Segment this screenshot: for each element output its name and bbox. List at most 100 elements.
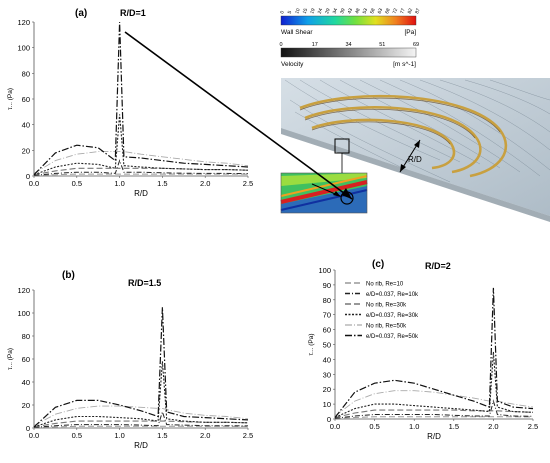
legend-label: No rib, Re=10	[366, 282, 404, 288]
x-tick-label: 2.0	[200, 431, 210, 440]
y-tick-label: 70	[323, 311, 331, 320]
wall-shear-unit: [Pa]	[404, 29, 416, 36]
velocity-colorbar: 0 17 34 51 69 Velocity [m s^-1]	[279, 42, 419, 68]
series-line-1	[33, 425, 249, 428]
y-tick-label: 60	[22, 355, 30, 364]
legend-label: e/D=0.037, Re=10k	[366, 292, 419, 298]
y-tick-label: 30	[323, 370, 331, 379]
panel-b-label: (b)	[62, 270, 75, 281]
colorbar-tick-label: 82	[407, 7, 415, 14]
wall-shear-label: Wall Shear	[281, 29, 313, 36]
x-tick-label: 2.0	[488, 422, 498, 431]
y-tick-label: 60	[22, 95, 30, 104]
x-tick-label: 0.5	[72, 179, 82, 188]
x-tick-label: 1.5	[157, 431, 167, 440]
colorbar-tick-label: 87	[414, 7, 422, 14]
wall-face	[281, 128, 550, 222]
y-tick-label: 10	[323, 400, 331, 409]
panel-a-title: R/D=1	[120, 8, 146, 18]
y-tick-label: 0	[327, 415, 331, 424]
y-tick-label: 0	[26, 172, 30, 181]
panel-a-label: (a)	[75, 8, 87, 19]
zoom-inset	[280, 153, 368, 214]
y-tick-label: 20	[22, 146, 30, 155]
rd-inset-label: R/D	[408, 155, 422, 164]
ribs	[299, 94, 508, 178]
y-tick-label: 120	[17, 18, 30, 27]
colorbar-tick-label: 68	[384, 7, 392, 14]
y-axis-label: τ... (Pa)	[7, 88, 14, 110]
x-tick-label: 1.0	[114, 431, 124, 440]
y-tick-label: 20	[22, 401, 30, 410]
y-tick-label: 60	[323, 326, 331, 335]
y-axis-label: τ... (Pa)	[308, 333, 315, 355]
legend-label: e/D=0.037, Re=50k	[366, 334, 419, 340]
x-tick-label: 2.5	[528, 422, 538, 431]
y-tick-label: 100	[17, 44, 30, 53]
colorbar-tick-label: 53	[362, 7, 370, 14]
colorbar-tick-label: 48	[354, 7, 362, 14]
colorbar-tick-label: 58	[369, 7, 377, 14]
panel-c-label: (c)	[372, 259, 384, 270]
y-tick-label: 80	[22, 69, 30, 78]
legend-label: No rib, Re=50k	[366, 324, 407, 330]
y-tick-label: 0	[26, 424, 30, 433]
velocity-unit: [m s^-1]	[393, 61, 416, 68]
colorbar-tick-label: 51	[379, 42, 385, 48]
y-axis-label: τ... (Pa)	[7, 348, 14, 370]
x-tick-label: 0.5	[369, 422, 379, 431]
x-tick-label: 1.5	[449, 422, 459, 431]
colorbar-tick-label: 24	[317, 7, 325, 14]
panel-c-title: R/D=2	[425, 261, 451, 271]
legend: No rib, Re=10 e/D=0.037, Re=10k No rib, Re…	[345, 282, 419, 340]
series-line-1	[33, 173, 249, 176]
series-line-4	[33, 361, 249, 428]
colorbar-tick-label: 43	[347, 7, 355, 14]
y-tick-label: 40	[323, 355, 331, 364]
chart-panel-a: (a) R/D=1 0 20 40 60 80 100 120 0.0 0.5 1.0 1.5 2.0 2.…	[7, 8, 253, 198]
colorbar-tick-label: 0	[279, 10, 286, 15]
velocity-label: Velocity	[281, 61, 304, 68]
series-line-4	[33, 114, 249, 176]
colorbar-tick-label: 17	[312, 42, 318, 48]
colorbar-tick-label: 5	[287, 10, 294, 15]
y-tick-label: 40	[22, 121, 30, 130]
y-tick-label: 50	[323, 341, 331, 350]
x-axis-label: R/D	[427, 432, 441, 441]
colorbar-tick-label: 77	[399, 7, 407, 14]
y-tick-label: 120	[17, 286, 30, 295]
series-line-3	[334, 409, 534, 419]
series-line-2	[334, 399, 534, 419]
panel-b-title: R/D=1.5	[128, 278, 161, 288]
series-line-5	[334, 390, 534, 417]
x-tick-label: 2.5	[243, 431, 253, 440]
chart-panel-c: (c) R/D=2 0 10 20 30 40 50 60 70 80 90 100 0.0 0.5 1.0 1…	[308, 259, 538, 441]
callout-arrow	[124, 31, 353, 200]
series-line-1	[334, 416, 534, 419]
y-tick-label: 40	[22, 378, 30, 387]
x-axis-label: R/D	[134, 441, 148, 450]
y-tick-label: 80	[22, 332, 30, 341]
colorbar-tick-label: 63	[377, 7, 385, 14]
flow-visualization: R/D	[281, 78, 550, 222]
colorbar-tick-label: 29	[324, 7, 332, 14]
series-line-6	[334, 287, 534, 418]
colorbar-tick-label: 34	[345, 42, 351, 48]
x-tick-label: 0.5	[72, 431, 82, 440]
y-tick-label: 100	[318, 266, 331, 275]
legend-label: No rib, Re=30k	[366, 303, 407, 309]
series-line-2	[33, 159, 249, 176]
legend-label: e/D=0.037, Re=30k	[366, 313, 419, 319]
wall-shear-colorbar: 0 5 10 15 19 24 29 34 39 43 48 53 58 63 68 72 77 82 87 Wal…	[279, 7, 422, 36]
x-tick-label: 1.0	[114, 179, 124, 188]
colorbar-tick-label: 0	[279, 42, 282, 48]
x-tick-label: 1.0	[409, 422, 419, 431]
series-line-6	[33, 21, 249, 176]
y-tick-label: 90	[323, 281, 331, 290]
series-line-3	[33, 420, 249, 428]
colorbar-tick-label: 10	[294, 7, 302, 14]
series-line-2	[33, 410, 249, 428]
colorbar-tick-label: 72	[392, 7, 400, 14]
series-line-6	[33, 307, 249, 428]
